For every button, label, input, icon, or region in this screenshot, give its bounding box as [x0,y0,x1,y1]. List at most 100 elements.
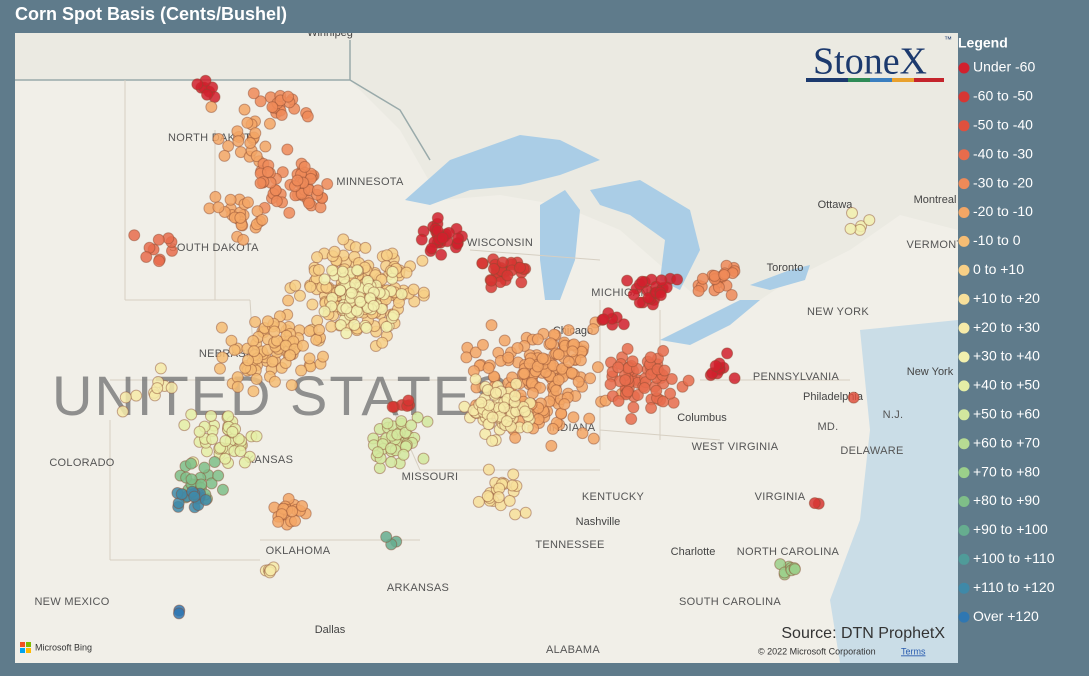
basis-dot [334,319,347,332]
basis-dot [367,299,380,312]
basis-dot [597,313,610,326]
basis-dot [128,229,141,242]
basis-dot [259,140,272,153]
basis-dot [360,321,373,334]
basis-dot [844,222,857,235]
basis-dot [604,378,617,391]
legend-swatch [958,380,970,392]
basis-dot [188,490,201,503]
basis-dot [531,333,544,346]
basis-dot [264,564,277,577]
basis-dot [509,508,522,521]
basis-dot [617,318,630,331]
basis-dot [212,201,225,214]
basis-dot [268,375,281,388]
basis-dot [696,272,709,285]
basis-dot [566,345,579,358]
basis-dot [718,269,731,282]
city-label: Philadelphia [803,391,864,403]
basis-dot [234,211,247,224]
basis-dot [313,323,326,336]
basis-dot [266,355,279,368]
basis-dot [487,262,500,275]
basis-dot [576,427,589,440]
basis-dot [489,386,502,399]
basis-dot [518,405,531,418]
basis-dot [567,411,580,424]
legend-swatch [958,149,970,161]
basis-dot [436,231,449,244]
basis-dot [492,491,505,504]
basis-dot [241,196,254,209]
state-label: WEST VIRGINIA [692,441,779,453]
basis-dot [556,362,569,375]
basis-dot [318,305,331,318]
lake-michigan [540,190,580,300]
basis-dot [285,379,298,392]
basis-dot [185,457,198,470]
legend-swatch [958,553,970,565]
basis-dot [612,395,625,408]
basis-dot [268,325,281,338]
basis-dot [328,245,341,258]
basis-dot [627,401,640,414]
lake-erie [660,300,760,345]
basis-dot [417,452,430,465]
legend-swatch [958,178,970,190]
basis-dot [612,361,625,374]
basis-dot [509,431,522,444]
basis-dot [151,382,164,395]
basis-dot [583,412,596,425]
city-label: Nashville [576,516,621,528]
basis-dot [476,257,489,270]
city-label: Ottawa [818,199,854,211]
state-label: N.J. [883,409,904,421]
basis-dot [546,422,559,435]
basis-dot [337,233,350,246]
basis-dot [421,415,434,428]
basis-dot [808,497,821,510]
basis-dot [863,214,876,227]
basis-dot [788,563,801,576]
legend-label: +50 to +60 [973,406,1040,422]
city-label: Charlotte [671,546,716,558]
basis-dot [621,342,634,355]
basis-dot [289,279,302,292]
state-label: MD. [817,421,838,433]
basis-dot [584,372,597,385]
basis-dot [222,140,235,153]
basis-dot [282,90,295,103]
basis-dot [249,315,262,328]
city-label: New York [907,366,954,378]
lake-superior [405,135,600,205]
basis-dot [519,506,532,519]
basis-dot [658,364,671,377]
basis-dot [216,483,229,496]
basis-dot [283,206,296,219]
basis-dot [405,419,418,432]
terms-link[interactable]: Terms [901,646,926,656]
basis-dot [272,515,285,528]
basis-dot [261,315,274,328]
logo-mark: ™ [944,35,952,44]
logo-bar [870,78,892,82]
basis-dot [400,266,413,279]
basis-dot [175,488,188,501]
legend-swatch [958,496,970,507]
basis-dot [514,261,527,274]
legend-swatch [958,264,970,276]
basis-dot [311,184,324,197]
legend-label: -30 to -20 [973,174,1033,190]
basis-dot [231,380,244,393]
legend-label: +70 to +80 [973,463,1040,479]
source: Source: DTN ProphetX [781,625,945,642]
legend-label: +10 to +20 [973,290,1040,306]
basis-dot [469,373,482,386]
basis-dot [312,263,325,276]
basis-dot [536,352,549,365]
basis-dot [531,360,544,373]
state-label: SOUTH DAKOTA [169,242,259,254]
basis-dot [266,101,279,114]
basis-dot [550,384,563,397]
